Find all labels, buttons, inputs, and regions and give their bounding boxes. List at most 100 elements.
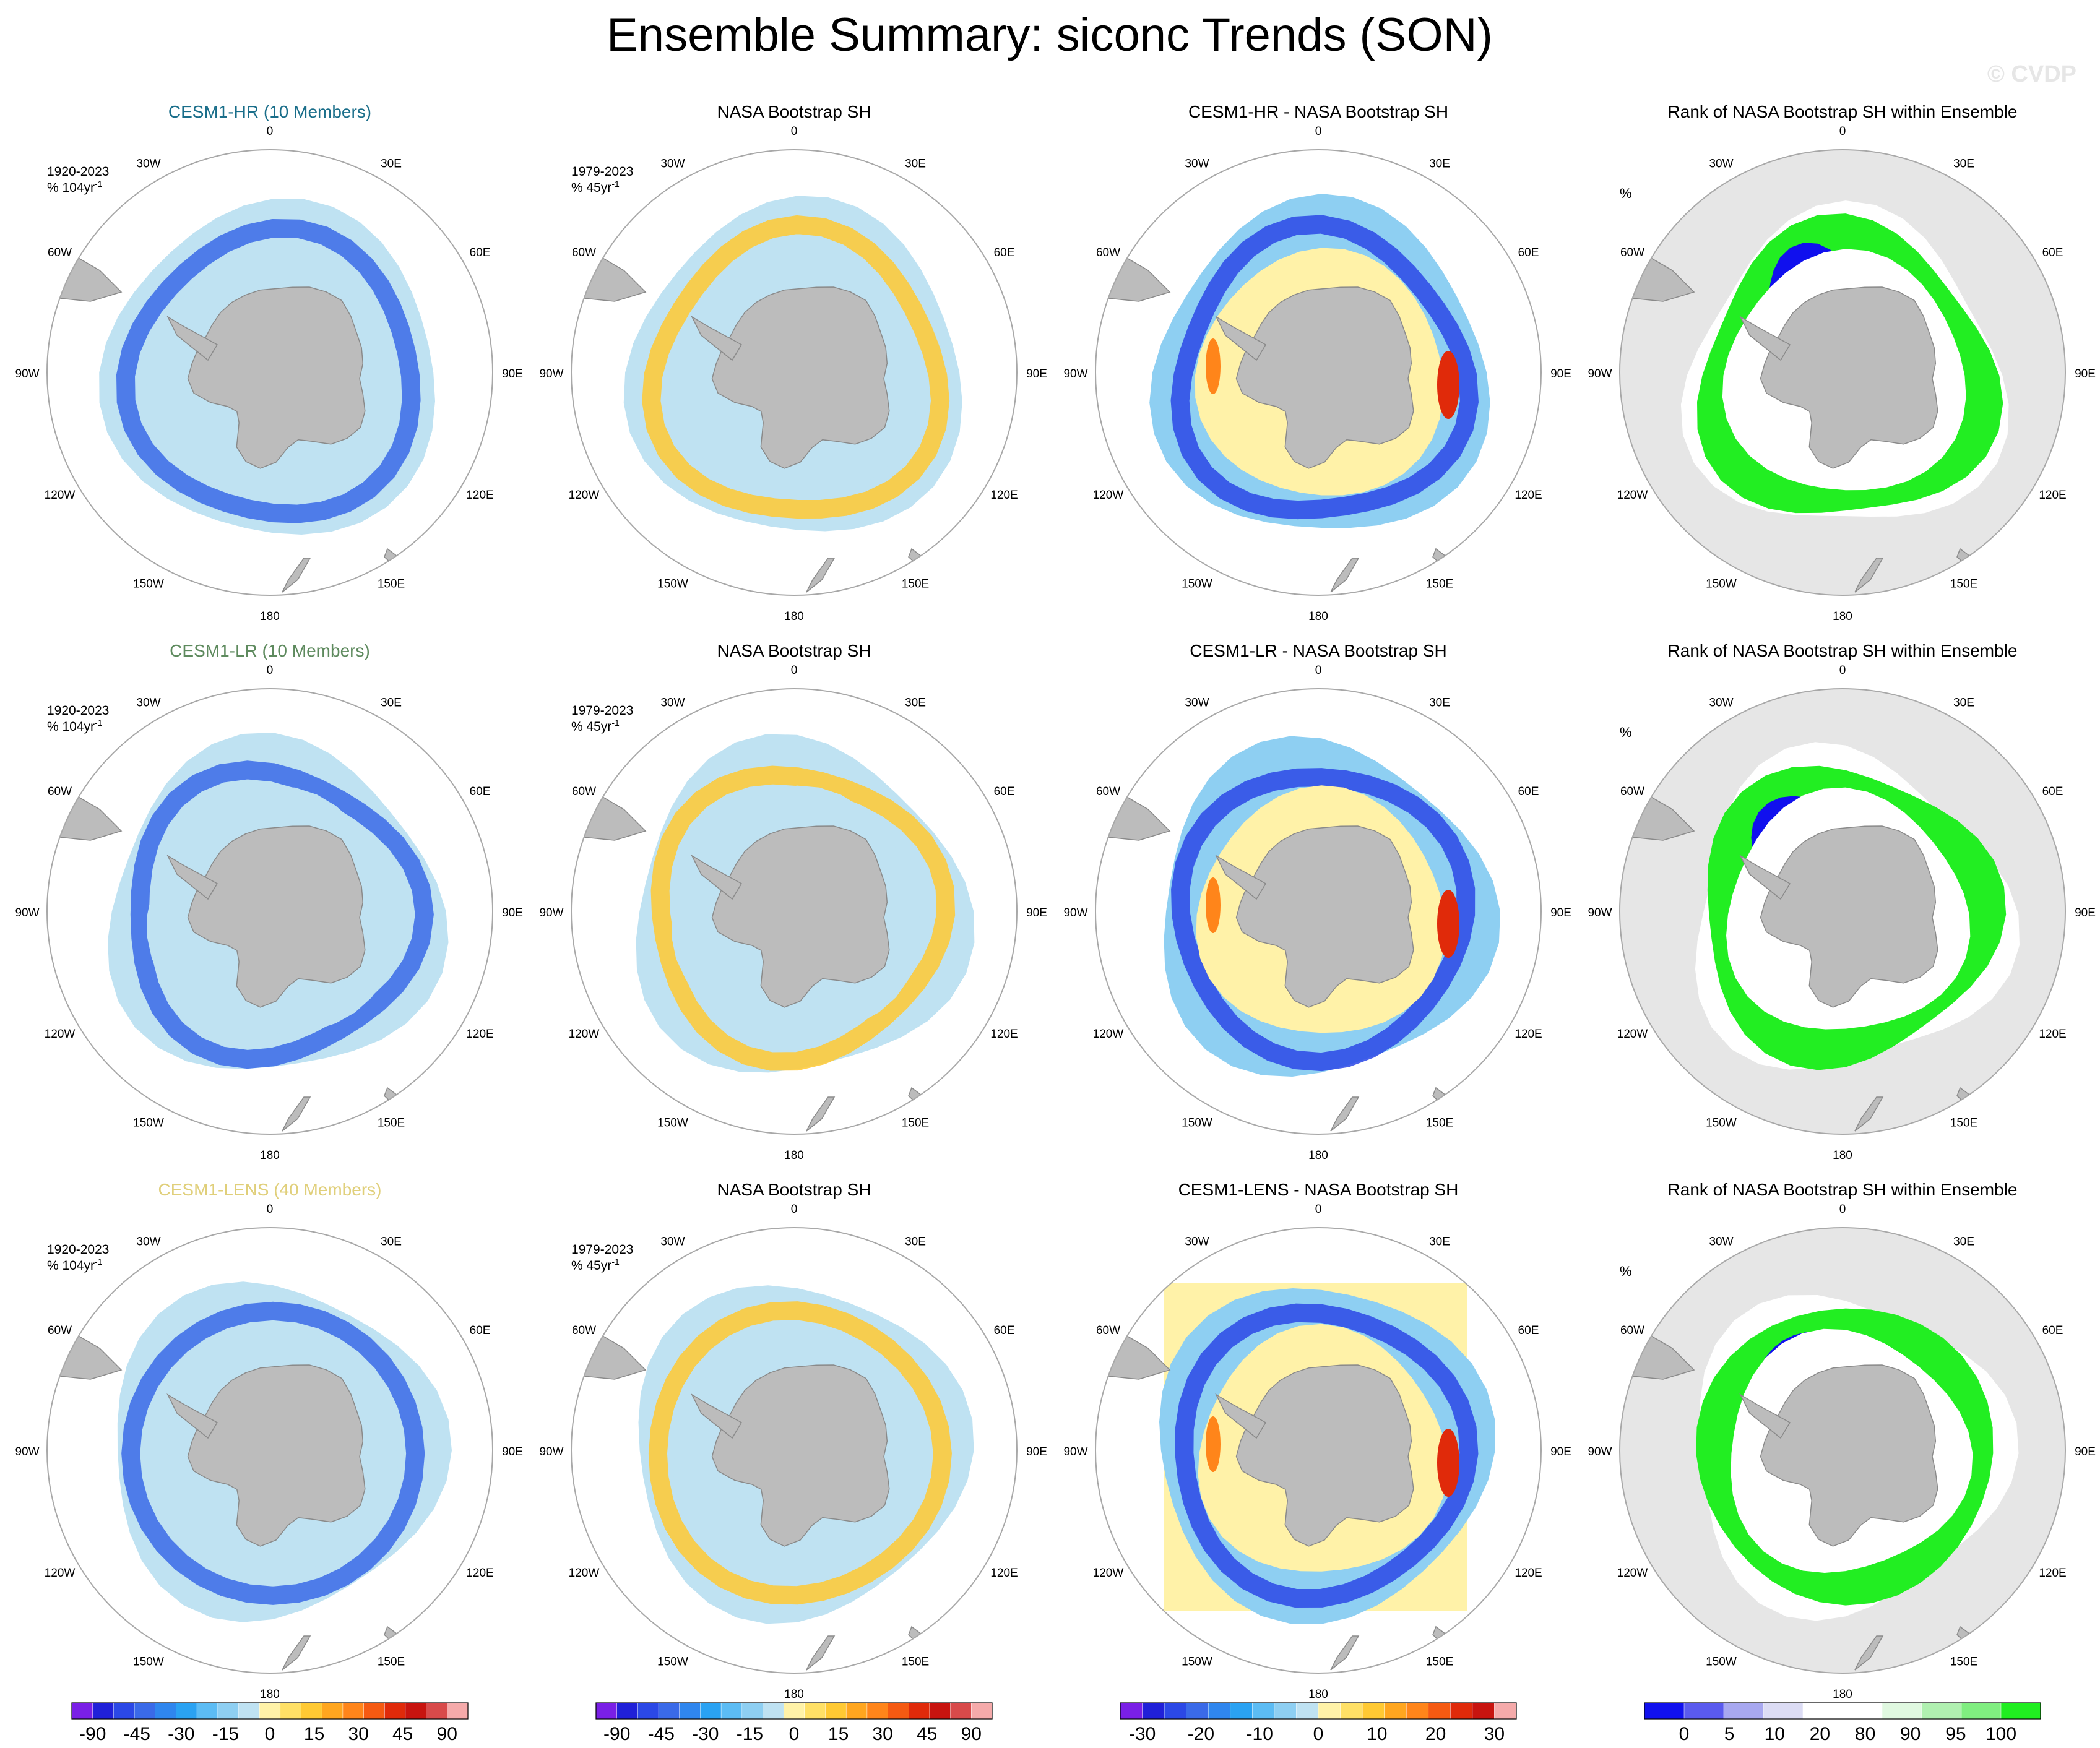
colorbar-tick-2-3: 0 bbox=[1313, 1724, 1324, 1744]
lon-label-7-6: 180 bbox=[1833, 1149, 1852, 1162]
colorbar-swatch-1-17 bbox=[950, 1702, 972, 1720]
map-field-0 bbox=[47, 150, 493, 595]
lon-label-8-7: 150W bbox=[133, 1656, 164, 1669]
lon-label-10-6: 180 bbox=[1308, 1688, 1328, 1701]
lon-label-1-10: 60W bbox=[572, 246, 596, 259]
lon-label-7-9: 90W bbox=[1588, 906, 1612, 919]
colorbar-3: 0 5 10 20 80 90 95 100 bbox=[1644, 1702, 2041, 1744]
lon-label-3-10: 60W bbox=[1620, 246, 1644, 259]
map-field-3 bbox=[1620, 150, 2065, 595]
colorbar-swatch-3-8 bbox=[1961, 1702, 2002, 1720]
lon-label-3-4: 120E bbox=[2039, 489, 2066, 502]
new-zealand-land-4 bbox=[282, 1096, 311, 1132]
colorbar-swatch-0-8 bbox=[238, 1702, 260, 1720]
lon-label-7-8: 120W bbox=[1617, 1028, 1648, 1041]
units-label-5: % 45yr-1 bbox=[571, 718, 620, 734]
units-label-4: % 104yr-1 bbox=[47, 718, 103, 734]
lon-label-9-9: 90W bbox=[539, 1445, 563, 1458]
map-outline-2 bbox=[1095, 149, 1542, 596]
colorbar-tick-0-2: -30 bbox=[168, 1724, 194, 1744]
colorbar-swatch-0-0 bbox=[71, 1702, 93, 1720]
colorbar-swatch-0-16 bbox=[405, 1702, 427, 1720]
panel-title-9: NASA Bootstrap SH bbox=[717, 1180, 871, 1199]
lon-label-4-11: 30W bbox=[136, 697, 160, 710]
colorbar-swatch-2-8 bbox=[1296, 1702, 1319, 1720]
map-outline-5 bbox=[571, 688, 1018, 1135]
colorbar-tick-2-6: 30 bbox=[1484, 1724, 1505, 1744]
map-outline-7 bbox=[1619, 688, 2066, 1135]
lon-label-0-11: 30W bbox=[136, 158, 160, 171]
colorbar-swatch-2-7 bbox=[1274, 1702, 1297, 1720]
colorbar-row: -90 -45 -30 -15 0 15 30 45 90 -90 -45 -30 -15 0 15 30 45… bbox=[71, 1702, 2041, 1744]
lon-label-7-2: 60E bbox=[2042, 785, 2063, 798]
lon-label-1-4: 120E bbox=[990, 489, 1018, 502]
lon-label-1-6: 180 bbox=[784, 610, 804, 623]
lon-label-7-3: 90E bbox=[2075, 906, 2096, 919]
antarctic-peninsula-0 bbox=[166, 316, 218, 361]
colorbar-tick-3-6: 95 bbox=[1945, 1724, 1966, 1744]
lon-label-2-5: 150E bbox=[1426, 578, 1453, 591]
antarctic-peninsula-10 bbox=[1215, 1393, 1267, 1439]
map-outline-9 bbox=[571, 1227, 1018, 1674]
lon-label-1-1: 30E bbox=[905, 158, 926, 171]
map-panel-9: NASA Bootstrap SH 0 30E 60E 90E 120E 150E 180 15… bbox=[539, 1180, 1047, 1701]
lon-label-6-8: 120W bbox=[1093, 1028, 1124, 1041]
map-field-11 bbox=[1620, 1228, 2065, 1673]
map-field-5 bbox=[571, 689, 1017, 1134]
colorbar-tick-3-4: 80 bbox=[1855, 1724, 1875, 1744]
colorbar-swatch-0-12 bbox=[321, 1702, 344, 1720]
colorbar-frame-0 bbox=[71, 1702, 469, 1720]
lon-label-9-6: 180 bbox=[784, 1688, 804, 1701]
lon-label-0-3: 90E bbox=[502, 368, 523, 381]
map-outline-6 bbox=[1095, 688, 1542, 1135]
lon-label-1-0: 0 bbox=[791, 125, 798, 138]
colorbar-tick-1-7: 45 bbox=[917, 1724, 937, 1744]
colorbar-swatch-2-16 bbox=[1472, 1702, 1495, 1720]
map-outline-3 bbox=[1619, 149, 2066, 596]
lon-label-11-0: 0 bbox=[1839, 1203, 1846, 1216]
colorbar-tick-3-3: 20 bbox=[1810, 1724, 1830, 1744]
colorbar-tick-1-6: 30 bbox=[873, 1724, 893, 1744]
new-zealand-land-8 bbox=[282, 1635, 311, 1671]
lon-label-10-5: 150E bbox=[1426, 1656, 1453, 1669]
unit-label-7: % bbox=[1620, 725, 1632, 740]
diff-hotspot-2 bbox=[1437, 351, 1459, 419]
map-field-7 bbox=[1620, 689, 2065, 1134]
lon-label-3-1: 30E bbox=[1953, 158, 1974, 171]
lon-label-3-7: 150W bbox=[1706, 578, 1737, 591]
trend-ring-8 bbox=[121, 1301, 425, 1605]
lon-label-2-1: 30E bbox=[1429, 158, 1450, 171]
colorbar-swatch-2-6 bbox=[1252, 1702, 1275, 1720]
map-panel-6: CESM1-LR - NASA Bootstrap SH 0 30E 60E 90E 12… bbox=[1063, 641, 1571, 1162]
lon-label-7-1: 30E bbox=[1953, 697, 1974, 710]
map-outline-8 bbox=[46, 1227, 493, 1674]
new-zealand-land-11 bbox=[1854, 1635, 1884, 1671]
lon-label-1-8: 120W bbox=[569, 489, 600, 502]
diff-hotspot-west-2 bbox=[1206, 338, 1221, 394]
lon-label-7-4: 120E bbox=[2039, 1028, 2066, 1041]
new-zealand-land-9 bbox=[806, 1635, 836, 1671]
lon-label-10-2: 60E bbox=[1518, 1324, 1539, 1337]
lon-label-2-0: 0 bbox=[1315, 125, 1322, 138]
trend-ring-1 bbox=[642, 215, 950, 519]
panel-title-0: CESM1-HR (10 Members) bbox=[168, 102, 371, 121]
map-field-4 bbox=[47, 689, 493, 1134]
lon-label-4-8: 120W bbox=[45, 1028, 76, 1041]
lon-label-6-3: 90E bbox=[1550, 906, 1571, 919]
lon-label-8-3: 90E bbox=[502, 1445, 523, 1458]
lon-label-6-4: 120E bbox=[1515, 1028, 1542, 1041]
map-outline-11 bbox=[1619, 1227, 2066, 1674]
colorbar-tick-0-3: -15 bbox=[212, 1724, 239, 1744]
lon-label-1-7: 150W bbox=[657, 578, 688, 591]
diff-hotspot-west-6 bbox=[1206, 877, 1221, 933]
lon-label-10-1: 30E bbox=[1429, 1236, 1450, 1249]
colorbar-tick-1-3: -15 bbox=[737, 1724, 763, 1744]
colorbar-tick-3-1: 5 bbox=[1724, 1724, 1735, 1744]
lon-label-7-5: 150E bbox=[1950, 1117, 1977, 1130]
colorbar-swatch-2-3 bbox=[1186, 1702, 1209, 1720]
colorbar-swatch-0-2 bbox=[113, 1702, 135, 1720]
colorbar-swatch-0-9 bbox=[259, 1702, 281, 1720]
colorbar-frame-2 bbox=[1120, 1702, 1517, 1720]
diff-hotspot-10 bbox=[1437, 1429, 1459, 1497]
